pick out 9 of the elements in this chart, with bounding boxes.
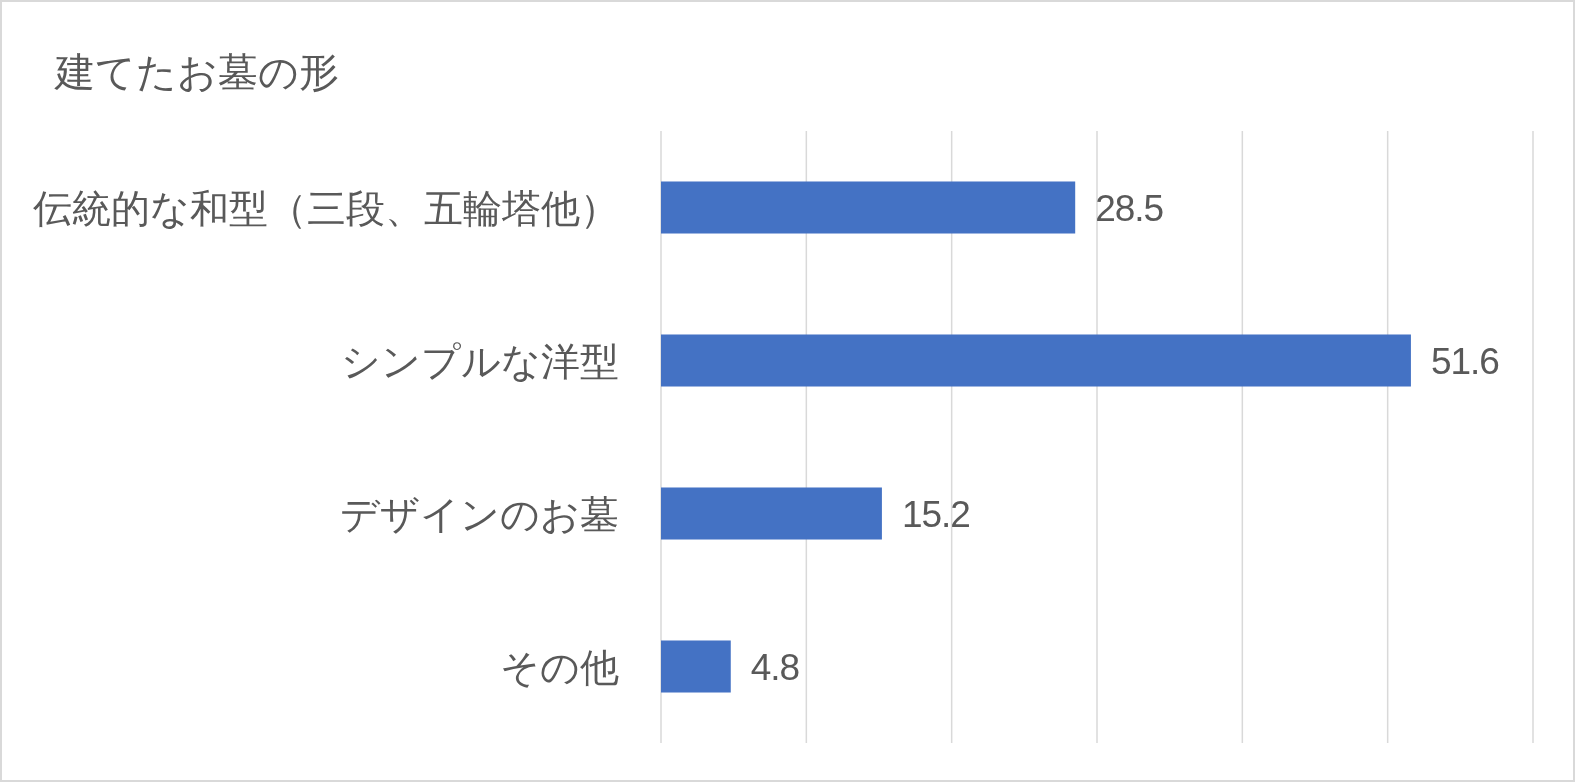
y-tick-label: シンプルな洋型: [341, 339, 619, 383]
data-label: 4.8: [750, 646, 800, 688]
data-label: 28.5: [1095, 187, 1164, 229]
y-tick-label: 伝統的な和型（三段、五輪塔他）: [33, 186, 619, 230]
y-tick-label: その他: [500, 645, 619, 689]
data-label: 51.6: [1430, 340, 1499, 382]
data-label: 15.2: [901, 493, 970, 535]
y-tick-label: デザインのお墓: [340, 492, 619, 536]
text: 建てたお墓の形: [54, 50, 339, 94]
